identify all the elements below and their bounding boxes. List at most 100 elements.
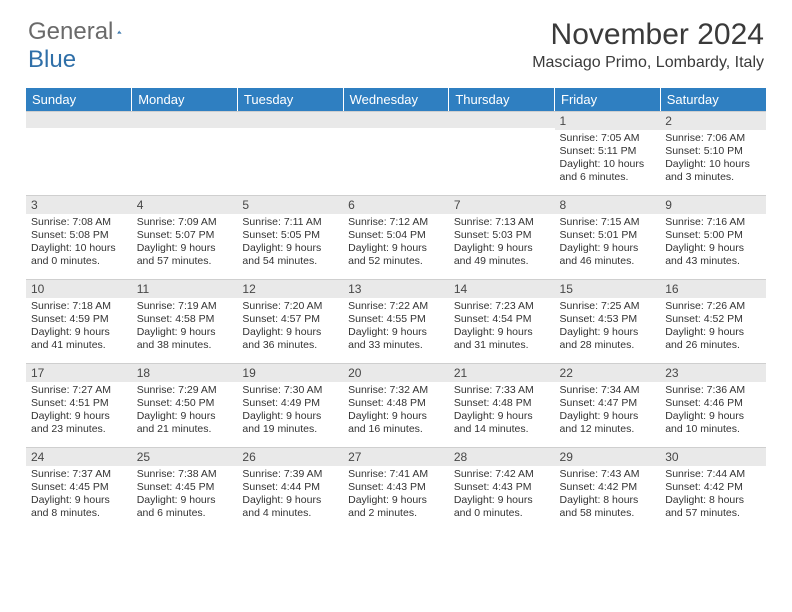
col-friday: Friday — [555, 88, 661, 111]
day-data: Sunrise: 7:37 AMSunset: 4:45 PMDaylight:… — [26, 466, 132, 524]
day-data: Sunrise: 7:30 AMSunset: 4:49 PMDaylight:… — [237, 382, 343, 440]
day-number: 25 — [132, 447, 238, 466]
calendar-row: 10Sunrise: 7:18 AMSunset: 4:59 PMDayligh… — [26, 279, 766, 363]
day-data: Sunrise: 7:11 AMSunset: 5:05 PMDaylight:… — [237, 214, 343, 272]
day-number: 21 — [449, 363, 555, 382]
calendar-cell: 23Sunrise: 7:36 AMSunset: 4:46 PMDayligh… — [660, 363, 766, 447]
day-data: Sunrise: 7:08 AMSunset: 5:08 PMDaylight:… — [26, 214, 132, 272]
calendar-cell: 28Sunrise: 7:42 AMSunset: 4:43 PMDayligh… — [449, 447, 555, 531]
calendar-cell: 10Sunrise: 7:18 AMSunset: 4:59 PMDayligh… — [26, 279, 132, 363]
calendar-cell — [26, 111, 132, 195]
calendar-cell: 24Sunrise: 7:37 AMSunset: 4:45 PMDayligh… — [26, 447, 132, 531]
day-number: 26 — [237, 447, 343, 466]
day-number: 15 — [555, 279, 661, 298]
day-data: Sunrise: 7:22 AMSunset: 4:55 PMDaylight:… — [343, 298, 449, 356]
day-data: Sunrise: 7:19 AMSunset: 4:58 PMDaylight:… — [132, 298, 238, 356]
day-data: Sunrise: 7:32 AMSunset: 4:48 PMDaylight:… — [343, 382, 449, 440]
day-data: Sunrise: 7:38 AMSunset: 4:45 PMDaylight:… — [132, 466, 238, 524]
calendar-cell: 1Sunrise: 7:05 AMSunset: 5:11 PMDaylight… — [555, 111, 661, 195]
calendar-cell: 17Sunrise: 7:27 AMSunset: 4:51 PMDayligh… — [26, 363, 132, 447]
calendar-cell: 18Sunrise: 7:29 AMSunset: 4:50 PMDayligh… — [132, 363, 238, 447]
day-number: 13 — [343, 279, 449, 298]
calendar-cell: 8Sunrise: 7:15 AMSunset: 5:01 PMDaylight… — [555, 195, 661, 279]
day-data: Sunrise: 7:13 AMSunset: 5:03 PMDaylight:… — [449, 214, 555, 272]
day-number: 11 — [132, 279, 238, 298]
calendar-cell: 15Sunrise: 7:25 AMSunset: 4:53 PMDayligh… — [555, 279, 661, 363]
calendar-cell: 11Sunrise: 7:19 AMSunset: 4:58 PMDayligh… — [132, 279, 238, 363]
empty-day — [343, 111, 449, 128]
calendar-row: 3Sunrise: 7:08 AMSunset: 5:08 PMDaylight… — [26, 195, 766, 279]
day-data: Sunrise: 7:15 AMSunset: 5:01 PMDaylight:… — [555, 214, 661, 272]
calendar-cell: 9Sunrise: 7:16 AMSunset: 5:00 PMDaylight… — [660, 195, 766, 279]
month-title: November 2024 — [532, 18, 764, 52]
brand-part1: General — [28, 18, 113, 46]
col-monday: Monday — [132, 88, 238, 111]
calendar-cell: 6Sunrise: 7:12 AMSunset: 5:04 PMDaylight… — [343, 195, 449, 279]
calendar-cell — [237, 111, 343, 195]
day-number: 12 — [237, 279, 343, 298]
day-number: 2 — [660, 111, 766, 130]
sail-icon — [117, 21, 122, 43]
day-data: Sunrise: 7:34 AMSunset: 4:47 PMDaylight:… — [555, 382, 661, 440]
calendar-cell: 13Sunrise: 7:22 AMSunset: 4:55 PMDayligh… — [343, 279, 449, 363]
calendar-cell — [449, 111, 555, 195]
day-data: Sunrise: 7:44 AMSunset: 4:42 PMDaylight:… — [660, 466, 766, 524]
calendar-cell: 5Sunrise: 7:11 AMSunset: 5:05 PMDaylight… — [237, 195, 343, 279]
day-number: 14 — [449, 279, 555, 298]
calendar-cell: 3Sunrise: 7:08 AMSunset: 5:08 PMDaylight… — [26, 195, 132, 279]
calendar-cell — [132, 111, 238, 195]
location-text: Masciago Primo, Lombardy, Italy — [532, 54, 764, 72]
calendar-cell: 19Sunrise: 7:30 AMSunset: 4:49 PMDayligh… — [237, 363, 343, 447]
day-number: 24 — [26, 447, 132, 466]
day-number: 5 — [237, 195, 343, 214]
day-number: 18 — [132, 363, 238, 382]
day-number: 4 — [132, 195, 238, 214]
day-number: 30 — [660, 447, 766, 466]
calendar-cell — [343, 111, 449, 195]
calendar-cell: 22Sunrise: 7:34 AMSunset: 4:47 PMDayligh… — [555, 363, 661, 447]
calendar-cell: 25Sunrise: 7:38 AMSunset: 4:45 PMDayligh… — [132, 447, 238, 531]
col-saturday: Saturday — [660, 88, 766, 111]
day-number: 16 — [660, 279, 766, 298]
calendar-row: 24Sunrise: 7:37 AMSunset: 4:45 PMDayligh… — [26, 447, 766, 531]
day-number: 10 — [26, 279, 132, 298]
day-number: 9 — [660, 195, 766, 214]
title-block: November 2024 Masciago Primo, Lombardy, … — [532, 18, 764, 72]
calendar-cell: 4Sunrise: 7:09 AMSunset: 5:07 PMDaylight… — [132, 195, 238, 279]
col-sunday: Sunday — [26, 88, 132, 111]
day-number: 17 — [26, 363, 132, 382]
day-data: Sunrise: 7:26 AMSunset: 4:52 PMDaylight:… — [660, 298, 766, 356]
day-data: Sunrise: 7:20 AMSunset: 4:57 PMDaylight:… — [237, 298, 343, 356]
header: General November 2024 Masciago Primo, Lo… — [0, 0, 792, 78]
day-data: Sunrise: 7:36 AMSunset: 4:46 PMDaylight:… — [660, 382, 766, 440]
day-number: 1 — [555, 111, 661, 130]
calendar-cell: 2Sunrise: 7:06 AMSunset: 5:10 PMDaylight… — [660, 111, 766, 195]
calendar-cell: 14Sunrise: 7:23 AMSunset: 4:54 PMDayligh… — [449, 279, 555, 363]
calendar-cell: 7Sunrise: 7:13 AMSunset: 5:03 PMDaylight… — [449, 195, 555, 279]
calendar-cell: 26Sunrise: 7:39 AMSunset: 4:44 PMDayligh… — [237, 447, 343, 531]
day-number: 19 — [237, 363, 343, 382]
col-wednesday: Wednesday — [343, 88, 449, 111]
day-data: Sunrise: 7:29 AMSunset: 4:50 PMDaylight:… — [132, 382, 238, 440]
calendar-cell: 30Sunrise: 7:44 AMSunset: 4:42 PMDayligh… — [660, 447, 766, 531]
day-number: 22 — [555, 363, 661, 382]
day-data: Sunrise: 7:06 AMSunset: 5:10 PMDaylight:… — [660, 130, 766, 188]
day-number: 20 — [343, 363, 449, 382]
day-data: Sunrise: 7:23 AMSunset: 4:54 PMDaylight:… — [449, 298, 555, 356]
day-number: 6 — [343, 195, 449, 214]
col-thursday: Thursday — [449, 88, 555, 111]
day-number: 8 — [555, 195, 661, 214]
weekday-header-row: Sunday Monday Tuesday Wednesday Thursday… — [26, 88, 766, 111]
calendar-row: 1Sunrise: 7:05 AMSunset: 5:11 PMDaylight… — [26, 111, 766, 195]
day-data: Sunrise: 7:25 AMSunset: 4:53 PMDaylight:… — [555, 298, 661, 356]
day-data: Sunrise: 7:39 AMSunset: 4:44 PMDaylight:… — [237, 466, 343, 524]
day-data: Sunrise: 7:12 AMSunset: 5:04 PMDaylight:… — [343, 214, 449, 272]
day-number: 23 — [660, 363, 766, 382]
calendar-cell: 27Sunrise: 7:41 AMSunset: 4:43 PMDayligh… — [343, 447, 449, 531]
day-number: 7 — [449, 195, 555, 214]
calendar-cell: 21Sunrise: 7:33 AMSunset: 4:48 PMDayligh… — [449, 363, 555, 447]
day-data: Sunrise: 7:42 AMSunset: 4:43 PMDaylight:… — [449, 466, 555, 524]
calendar-table: Sunday Monday Tuesday Wednesday Thursday… — [26, 88, 766, 531]
day-number: 3 — [26, 195, 132, 214]
empty-day — [449, 111, 555, 128]
